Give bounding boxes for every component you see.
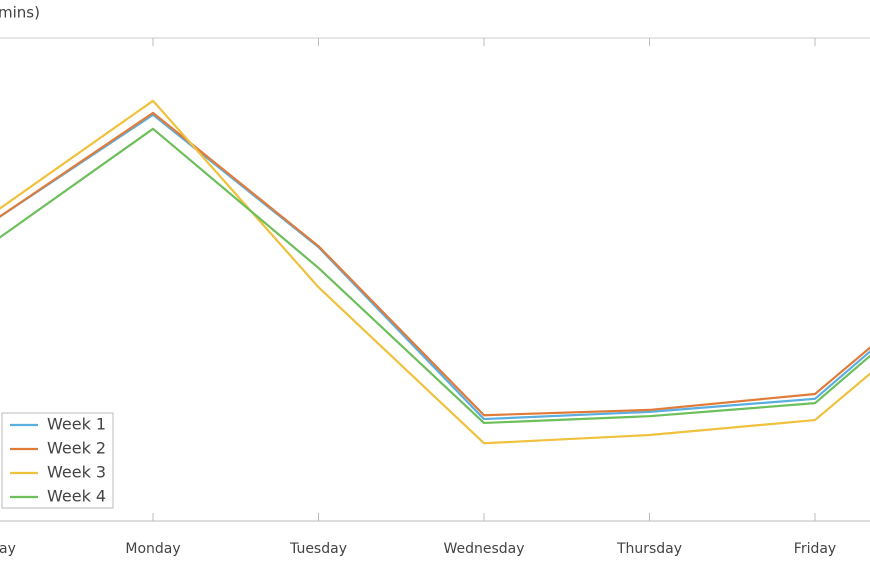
x-tick-label: Friday [794,541,836,557]
x-tick-label: Wednesday [443,541,524,557]
legend-box [1,412,114,509]
legend-label: Week 4 [47,487,106,506]
series-line [0,113,870,421]
chart-title: mins) [0,4,40,22]
series-line [0,127,870,425]
x-tick-label: Thursday [616,541,682,557]
plot-area: ay Monday Tuesday Wednesday Thursday Friday [0,38,870,557]
x-tick-label: Monday [125,541,180,557]
series-line [0,99,870,445]
x-tick-label: ay [0,541,16,557]
legend-label: Week 3 [47,463,106,482]
legend: Week 1 Week 2 Week 3 Week 4 [1,412,114,509]
x-tick-label: Tuesday [289,541,347,557]
legend-label: Week 2 [47,439,106,458]
series-line [0,111,870,417]
legend-label: Week 1 [47,415,106,434]
